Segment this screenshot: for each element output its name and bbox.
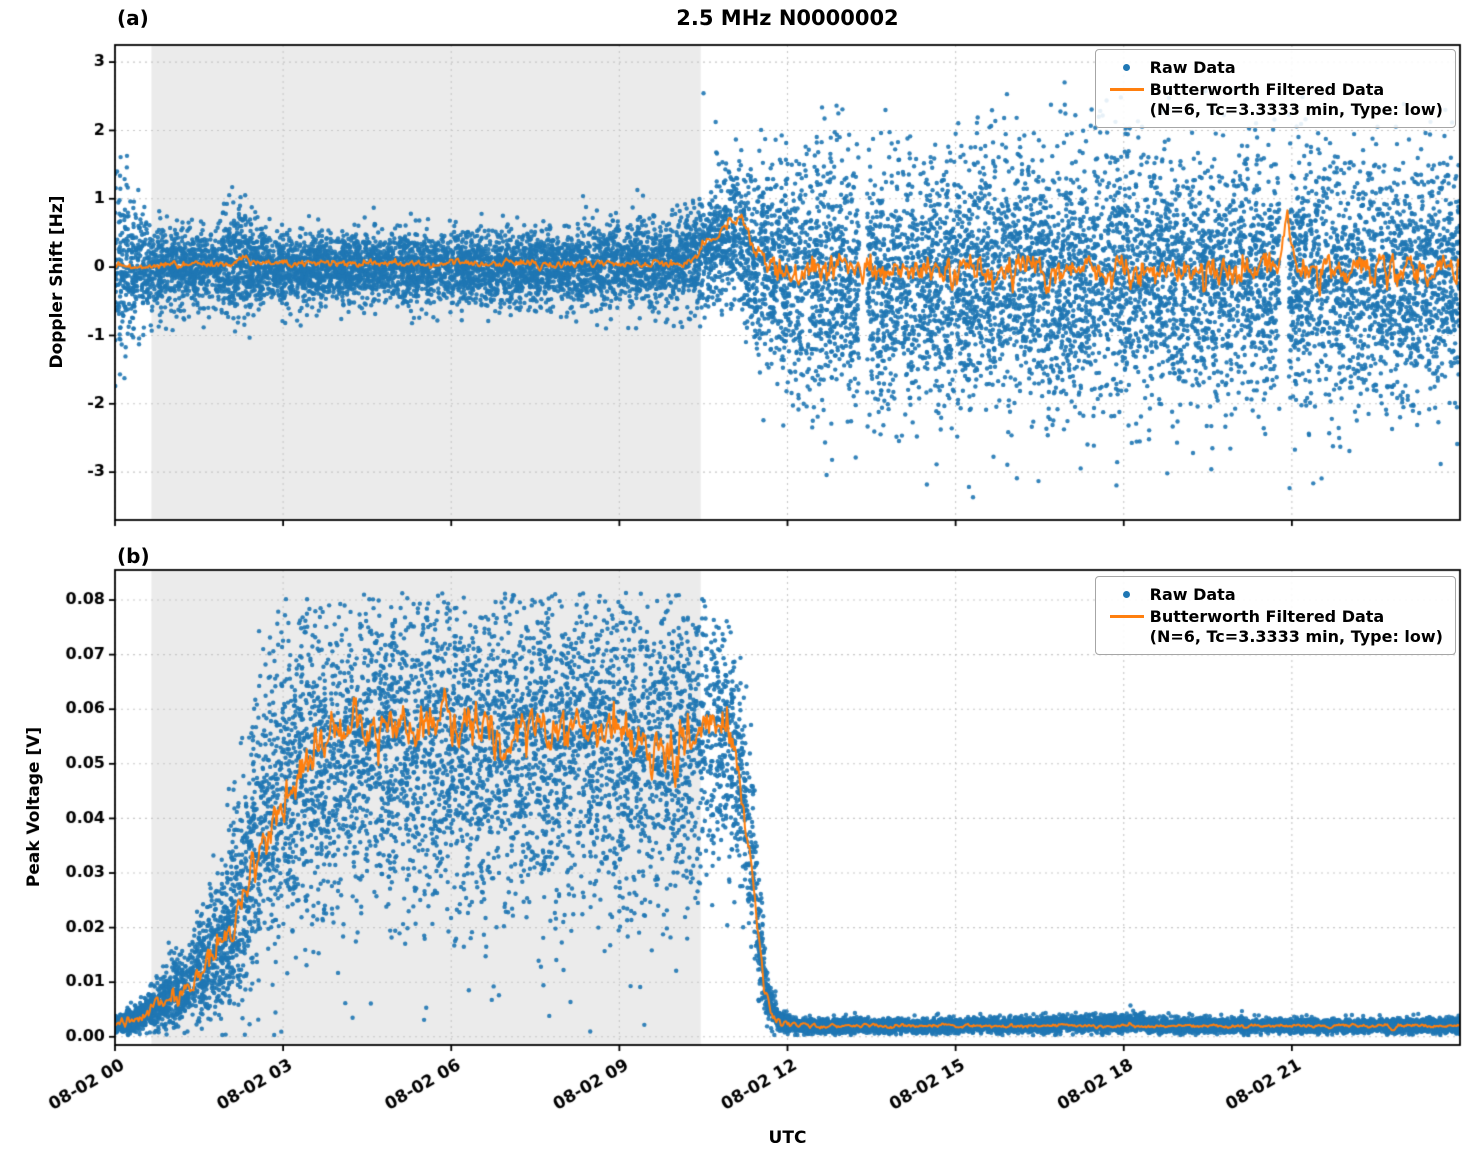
y-axis-label-doppler: Doppler Shift [Hz] [47, 195, 67, 369]
legend-panel-b: Raw Data Butterworth Filtered Data (N=6,… [1094, 576, 1456, 656]
legend-raw-row: Raw Data [1104, 57, 1443, 79]
legend-raw-label: Raw Data [1149, 585, 1236, 604]
legend-raw-row: Raw Data [1104, 584, 1443, 606]
raw-data-marker-icon [1104, 591, 1150, 599]
chart-title: 2.5 MHz N0000002 [676, 6, 899, 30]
filtered-line-marker-icon [1104, 87, 1150, 91]
y-axis-label-voltage: Peak Voltage [V] [24, 726, 44, 888]
panel-a-label: (a) [117, 6, 149, 30]
raw-data-marker-icon [1104, 64, 1150, 72]
legend-filtered-params: (N=6, Tc=3.3333 min, Type: low) [1149, 627, 1443, 647]
legend-filtered-label: Butterworth Filtered Data [1149, 79, 1385, 99]
panel-b-label: (b) [117, 544, 150, 568]
legend-filtered-row: Butterworth Filtered Data [1104, 606, 1443, 628]
legend-panel-a: Raw Data Butterworth Filtered Data (N=6,… [1094, 49, 1456, 129]
x-axis-label: UTC [768, 1128, 807, 1148]
filtered-line-marker-icon [1104, 614, 1150, 618]
legend-filtered-row: Butterworth Filtered Data [1104, 79, 1443, 101]
legend-filtered-label: Butterworth Filtered Data [1149, 606, 1385, 626]
legend-filtered-params: (N=6, Tc=3.3333 min, Type: low) [1149, 100, 1443, 120]
legend-raw-label: Raw Data [1149, 58, 1236, 77]
